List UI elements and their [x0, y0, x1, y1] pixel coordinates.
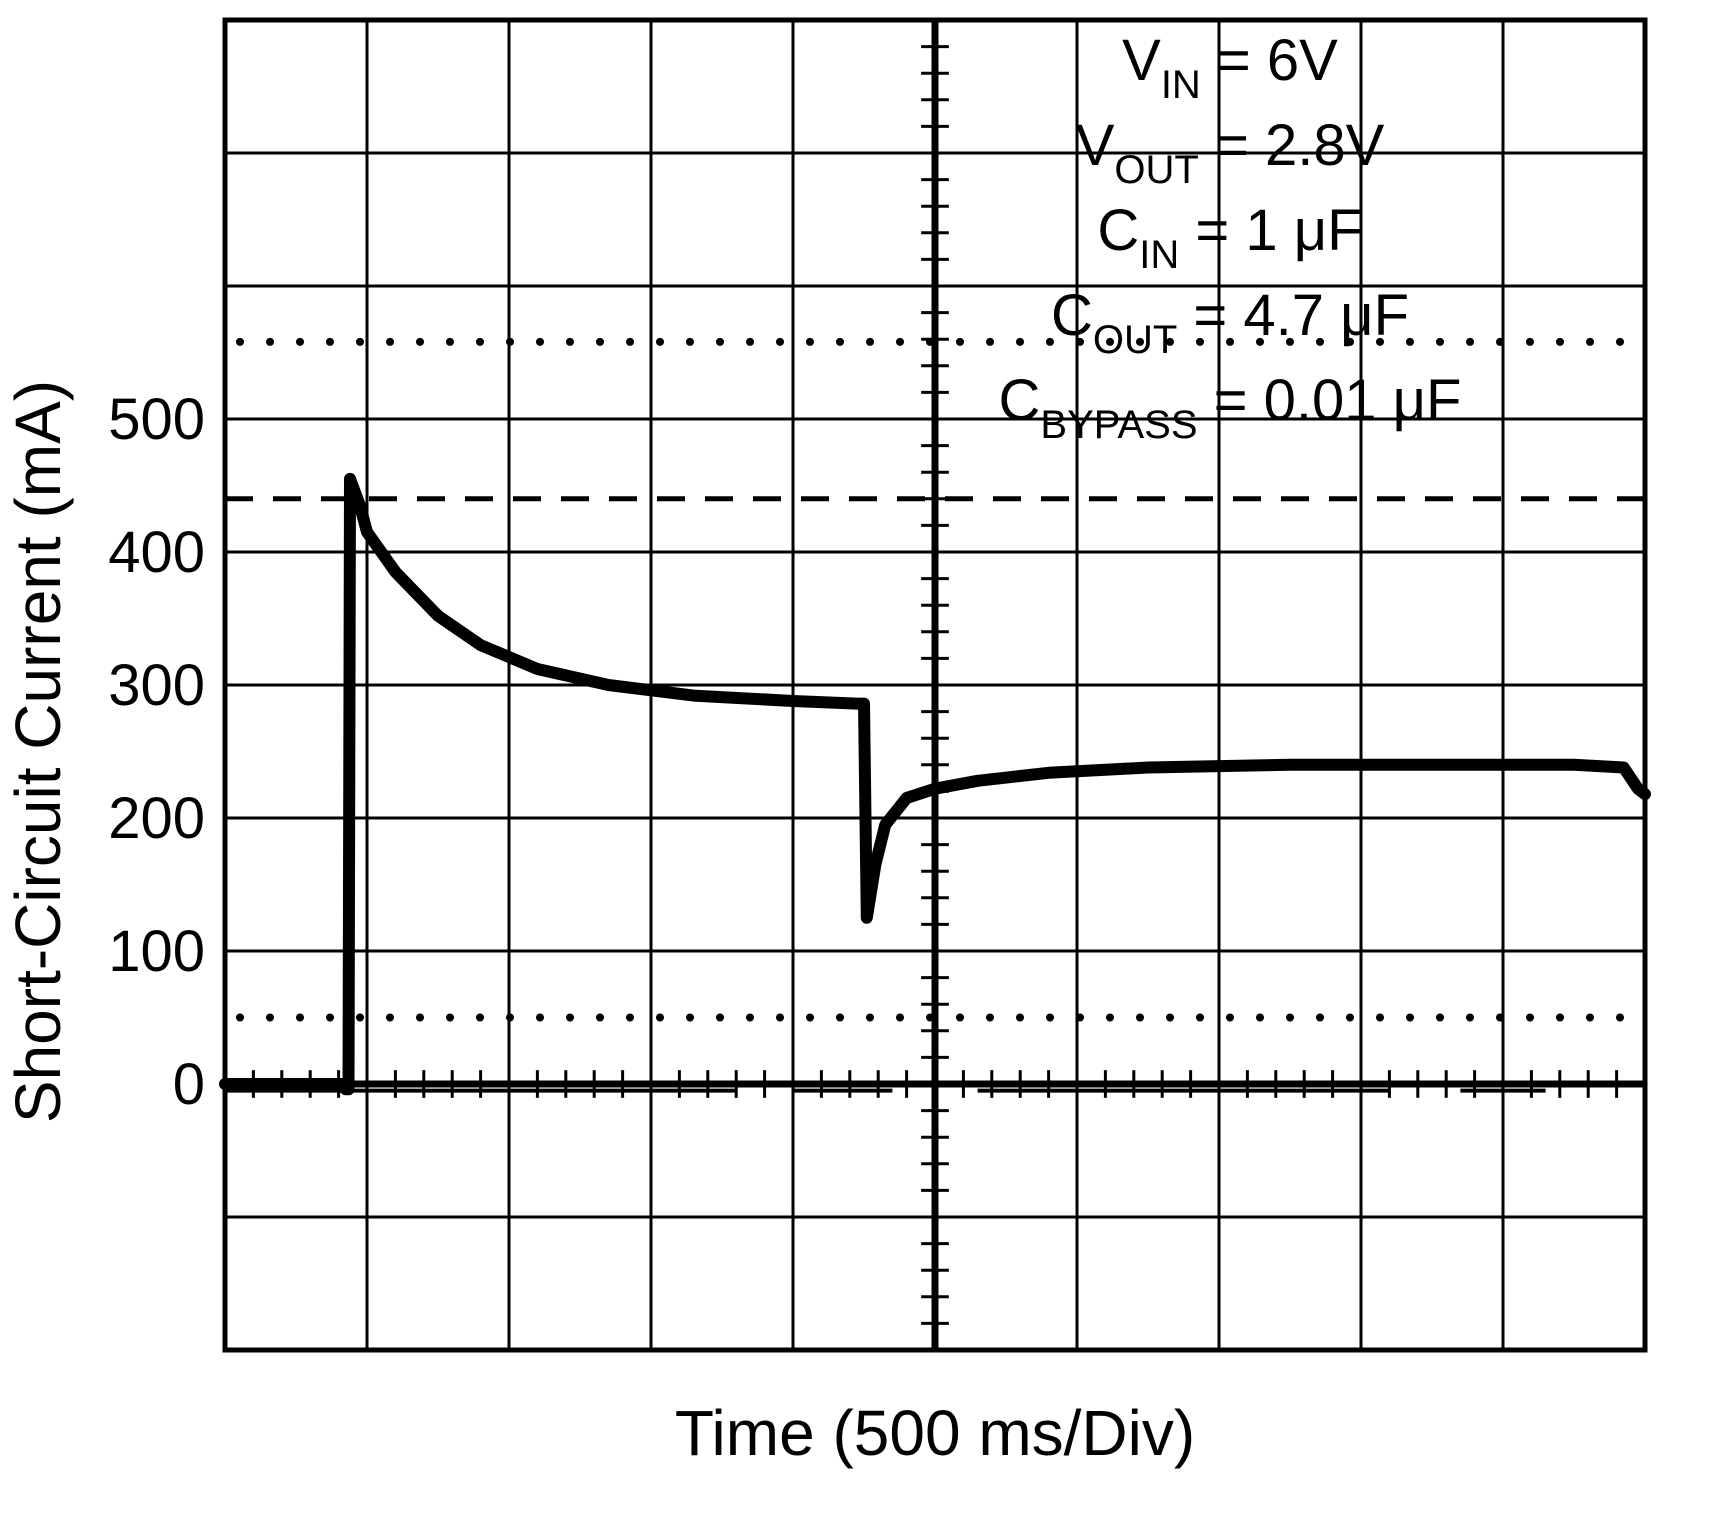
ref-dot: [236, 1014, 244, 1022]
y-tick-label: 100: [108, 919, 205, 984]
ref-dot: [1616, 338, 1624, 346]
ref-dot: [776, 1014, 784, 1022]
ref-dot: [566, 1014, 574, 1022]
y-tick-label: 500: [108, 387, 205, 452]
annotation-text: VOUT = 2.8V: [1076, 113, 1385, 192]
ref-dot: [266, 338, 274, 346]
ref-dot: [596, 338, 604, 346]
ref-dot: [1436, 338, 1444, 346]
ref-dot: [1466, 338, 1474, 346]
ref-dot: [956, 338, 964, 346]
ref-dot: [716, 338, 724, 346]
ref-dot: [416, 338, 424, 346]
ref-dot: [746, 1014, 754, 1022]
ref-dot: [266, 1014, 274, 1022]
ref-dot: [326, 1014, 334, 1022]
ref-dot: [506, 1014, 514, 1022]
ref-dot: [836, 1014, 844, 1022]
ref-dot: [746, 338, 754, 346]
ref-dot: [1256, 1014, 1264, 1022]
ref-dot: [626, 338, 634, 346]
ref-dot: [866, 338, 874, 346]
ref-dot: [536, 338, 544, 346]
ref-dot: [1496, 1014, 1504, 1022]
ref-dot: [1406, 1014, 1414, 1022]
ref-dot: [1346, 1014, 1354, 1022]
ref-dot: [506, 338, 514, 346]
ref-dot: [446, 338, 454, 346]
ref-dot: [1016, 1014, 1024, 1022]
ref-dot: [1286, 1014, 1294, 1022]
ref-dot: [1586, 1014, 1594, 1022]
ref-dot: [1196, 1014, 1204, 1022]
ref-dot: [986, 1014, 994, 1022]
ref-dot: [956, 1014, 964, 1022]
ref-dot: [896, 1014, 904, 1022]
oscilloscope-chart: 0 100 200 300 400 500 Short-Circuit Current (m…: [0, 0, 1711, 1526]
ref-dot: [686, 1014, 694, 1022]
ref-dot: [896, 338, 904, 346]
ref-dot: [1016, 338, 1024, 346]
y-tick-label: 200: [108, 786, 205, 851]
ref-dot: [296, 338, 304, 346]
ref-dot: [1136, 1014, 1144, 1022]
ref-dot: [296, 1014, 304, 1022]
ref-dot: [356, 338, 364, 346]
ref-dot: [806, 1014, 814, 1022]
annotation-text: CBYPASS = 0.01 μF: [999, 368, 1462, 447]
ref-dot: [386, 1014, 394, 1022]
ref-dot: [1466, 1014, 1474, 1022]
ref-dot: [356, 1014, 364, 1022]
ref-dot: [566, 338, 574, 346]
ref-dot: [596, 1014, 604, 1022]
ref-dot: [1226, 1014, 1234, 1022]
annotation-text: VIN = 6V: [1122, 28, 1338, 107]
ref-dot: [416, 1014, 424, 1022]
ref-dot: [836, 338, 844, 346]
ref-dot: [926, 1014, 934, 1022]
ref-dot: [1556, 338, 1564, 346]
y-tick-label: 400: [108, 520, 205, 585]
ref-dot: [656, 1014, 664, 1022]
ref-dot: [236, 338, 244, 346]
ref-dot: [1526, 1014, 1534, 1022]
chart-svg: 0 100 200 300 400 500 Short-Circuit Current (m…: [0, 0, 1711, 1526]
ref-dot: [686, 338, 694, 346]
y-axis-label: Short-Circuit Current (mA): [2, 380, 74, 1123]
ref-dot: [476, 338, 484, 346]
annotation-text: COUT = 4.7 μF: [1051, 283, 1409, 362]
y-tick-label: 0: [173, 1052, 205, 1117]
ref-dot: [866, 1014, 874, 1022]
ref-dot: [1166, 1014, 1174, 1022]
ref-dot: [326, 338, 334, 346]
ref-dot: [386, 338, 394, 346]
ref-dot: [1526, 338, 1534, 346]
ref-dot: [986, 338, 994, 346]
ref-dot: [656, 338, 664, 346]
ref-dot: [476, 1014, 484, 1022]
ref-dot: [1556, 1014, 1564, 1022]
ref-dot: [1316, 1014, 1324, 1022]
y-tick-label: 300: [108, 653, 205, 718]
x-axis-label: Time (500 ms/Div): [675, 1397, 1195, 1469]
ref-dot: [446, 1014, 454, 1022]
ref-dot: [1586, 338, 1594, 346]
annotation-text: CIN = 1 μF: [1097, 198, 1362, 277]
ref-dot: [536, 1014, 544, 1022]
ref-dot: [716, 1014, 724, 1022]
ref-dot: [1616, 1014, 1624, 1022]
ref-dot: [626, 1014, 634, 1022]
ref-dot: [926, 338, 934, 346]
ref-dot: [1046, 1014, 1054, 1022]
ref-dot: [806, 338, 814, 346]
ref-dot: [1076, 1014, 1084, 1022]
ref-dot: [1106, 1014, 1114, 1022]
ref-dot: [776, 338, 784, 346]
ref-dot: [1436, 1014, 1444, 1022]
ref-dot: [1376, 1014, 1384, 1022]
ref-dot: [1496, 338, 1504, 346]
